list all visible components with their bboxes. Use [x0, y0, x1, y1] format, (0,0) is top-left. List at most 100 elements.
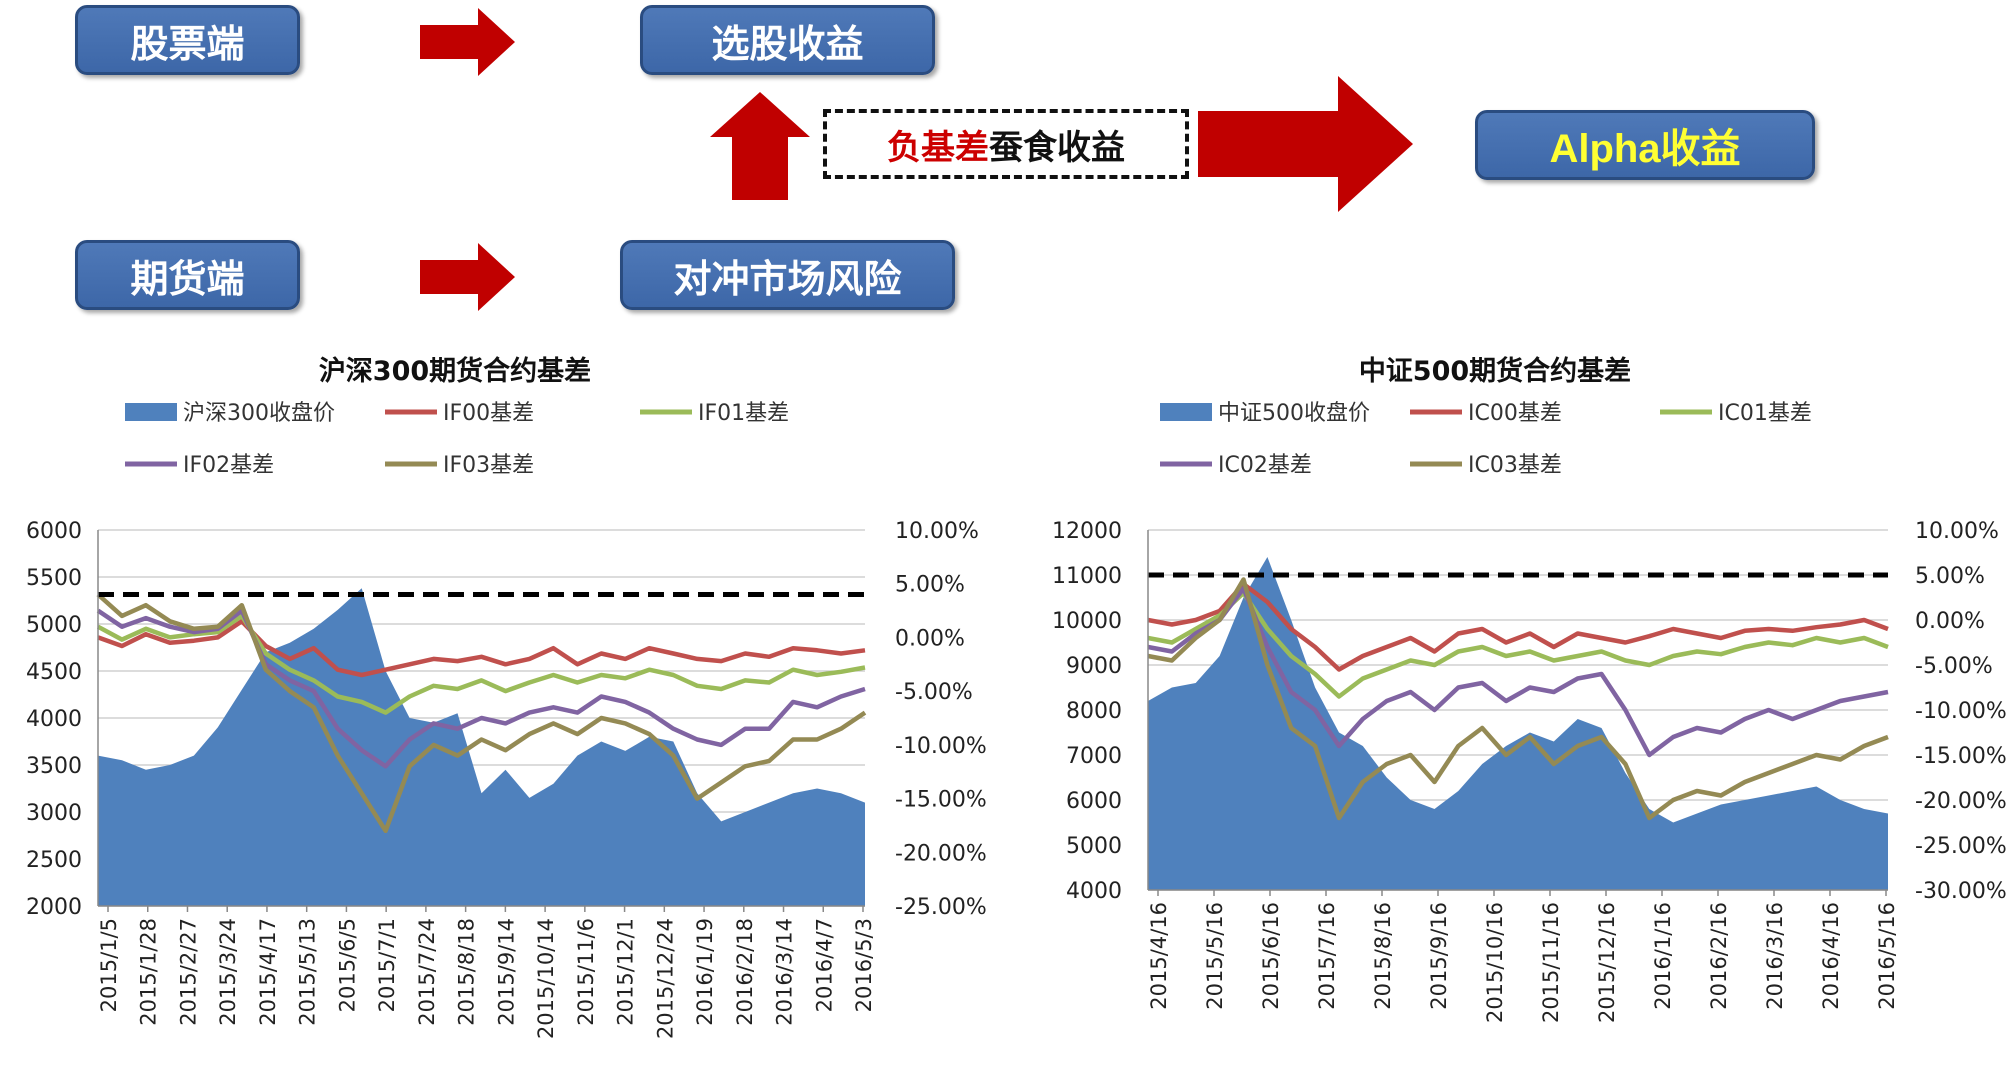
- big-right-arrow-icon: [1198, 76, 1413, 212]
- y-left-tick-label: 5000: [1066, 834, 1122, 859]
- y-right-tick-label: 0.00%: [1915, 609, 1985, 634]
- x-tick-label: 2015/9/14: [494, 918, 518, 1026]
- x-tick-label: 2015/7/24: [415, 918, 439, 1026]
- basis-series-line: [1147, 586, 1889, 758]
- x-tick-label: 2015/6/5: [335, 918, 359, 1012]
- x-tick-label: 2015/3/24: [216, 918, 240, 1026]
- hedge-box: 对冲市场风险: [620, 240, 955, 310]
- y-right-tick-label: -10.00%: [895, 734, 987, 759]
- stock-selection-label: 选股收益: [711, 20, 864, 66]
- x-tick-label: 2015/5/13: [296, 918, 320, 1026]
- x-tick-label: 2016/2/16: [1707, 902, 1731, 1010]
- alpha-box: Alpha收益: [1475, 110, 1815, 180]
- y-right-tick-label: 10.00%: [895, 519, 979, 544]
- x-tick-label: 2016/1/16: [1651, 902, 1675, 1010]
- x-tick-label: 2015/8/18: [455, 918, 479, 1026]
- basis-series-line: [1147, 581, 1889, 672]
- x-tick-label: 2016/5/3: [852, 918, 876, 1012]
- stock-side-box: 股票端: [75, 5, 300, 75]
- x-tick-label: 2016/2/18: [733, 918, 757, 1026]
- x-tick-label: 2015/10/14: [534, 918, 558, 1039]
- y-left-tick-label: 11000: [1052, 564, 1122, 589]
- x-tick-label: 2015/4/17: [256, 918, 280, 1026]
- y-left-tick-label: 5000: [26, 613, 82, 638]
- legend-label: IC00基差: [1468, 401, 1562, 426]
- x-tick-label: 2016/4/16: [1819, 902, 1843, 1010]
- x-tick-label: 2015/1/28: [137, 918, 161, 1026]
- y-left-tick-label: 12000: [1052, 519, 1122, 544]
- y-right-tick-label: 0.00%: [895, 626, 965, 651]
- legend-label: IF01基差: [698, 401, 789, 426]
- x-tick-label: 2016/3/14: [773, 918, 797, 1026]
- stock-side-label: 股票端: [130, 20, 245, 66]
- y-left-tick-label: 6000: [26, 519, 82, 544]
- erodes-returns-label: 蚕食收益: [989, 127, 1125, 168]
- chart-title: 中证500期货合约基差: [1359, 355, 1631, 387]
- x-tick-label: 2016/3/16: [1763, 902, 1787, 1010]
- basis-series-line: [96, 608, 866, 769]
- legend-label: 沪深300收盘价: [183, 401, 335, 426]
- y-left-tick-label: 10000: [1052, 609, 1122, 634]
- x-tick-label: 2015/7/16: [1315, 902, 1339, 1010]
- futures-side-box: 期货端: [75, 240, 300, 310]
- legend-label: IF03基差: [443, 453, 534, 478]
- hedge-label: 对冲市场风险: [673, 255, 902, 301]
- y-left-tick-label: 6000: [1066, 789, 1122, 814]
- x-tick-label: 2015/4/16: [1147, 902, 1171, 1010]
- basis-series-line: [96, 592, 867, 834]
- basis-series-line: [1147, 590, 1889, 699]
- y-right-tick-label: -5.00%: [895, 680, 973, 705]
- up-arrow-icon: [710, 92, 810, 200]
- x-tick-label: 2015/7/1: [375, 918, 399, 1012]
- x-tick-label: 2015/12/24: [653, 918, 677, 1039]
- x-tick-label: 2016/4/7: [812, 918, 836, 1012]
- negative-basis-label: 负基差: [887, 127, 989, 168]
- legend-label: IC03基差: [1468, 453, 1562, 478]
- y-right-tick-label: 10.00%: [1915, 519, 1999, 544]
- right-arrow-icon: [420, 8, 515, 76]
- y-right-tick-label: -30.00%: [1915, 879, 2007, 904]
- y-right-tick-label: -20.00%: [895, 841, 987, 866]
- negative-basis-box: 负基差 蚕食收益: [823, 109, 1189, 179]
- y-left-tick-label: 2500: [26, 848, 82, 873]
- x-tick-label: 2016/1/19: [693, 918, 717, 1026]
- y-right-tick-label: 5.00%: [895, 573, 965, 598]
- y-right-tick-label: 5.00%: [1915, 564, 1985, 589]
- basis-series-line: [96, 613, 866, 715]
- legend-label: IF00基差: [443, 401, 534, 426]
- x-tick-label: 2015/8/16: [1371, 902, 1395, 1010]
- y-left-tick-label: 7000: [1066, 744, 1122, 769]
- legend-label: IC01基差: [1718, 401, 1812, 426]
- y-right-tick-label: -20.00%: [1915, 789, 2007, 814]
- y-left-tick-label: 3000: [26, 801, 82, 826]
- legend-label: IC02基差: [1218, 453, 1312, 478]
- legend-swatch: [125, 403, 177, 421]
- x-tick-label: 2015/12/16: [1595, 902, 1619, 1023]
- y-right-tick-label: -10.00%: [1915, 699, 2007, 724]
- y-right-tick-label: -15.00%: [895, 788, 987, 813]
- x-tick-label: 2015/6/16: [1259, 902, 1283, 1010]
- y-left-tick-label: 4000: [1066, 879, 1122, 904]
- x-tick-label: 2015/11/16: [1539, 902, 1563, 1023]
- y-left-tick-label: 4000: [26, 707, 82, 732]
- right-arrow-icon: [420, 243, 515, 311]
- alpha-label: Alpha收益: [1549, 127, 1741, 171]
- legend-label: 中证500收盘价: [1218, 401, 1370, 426]
- y-right-tick-label: -5.00%: [1915, 654, 1993, 679]
- y-left-tick-label: 8000: [1066, 699, 1122, 724]
- y-left-tick-label: 9000: [1066, 654, 1122, 679]
- stock-selection-box: 选股收益: [640, 5, 935, 75]
- index-close-area: [1148, 557, 1888, 890]
- basis-series-line: [97, 619, 866, 678]
- chart-title: 沪深300期货合约基差: [319, 355, 591, 387]
- y-right-tick-label: -25.00%: [895, 895, 987, 920]
- x-tick-label: 2015/12/1: [614, 918, 638, 1026]
- y-left-tick-label: 2000: [26, 895, 82, 920]
- x-tick-label: 2015/10/16: [1483, 902, 1507, 1023]
- legend-swatch: [1160, 403, 1212, 421]
- y-left-tick-label: 4500: [26, 660, 82, 685]
- futures-side-label: 期货端: [130, 255, 245, 301]
- x-tick-label: 2015/9/16: [1427, 902, 1451, 1010]
